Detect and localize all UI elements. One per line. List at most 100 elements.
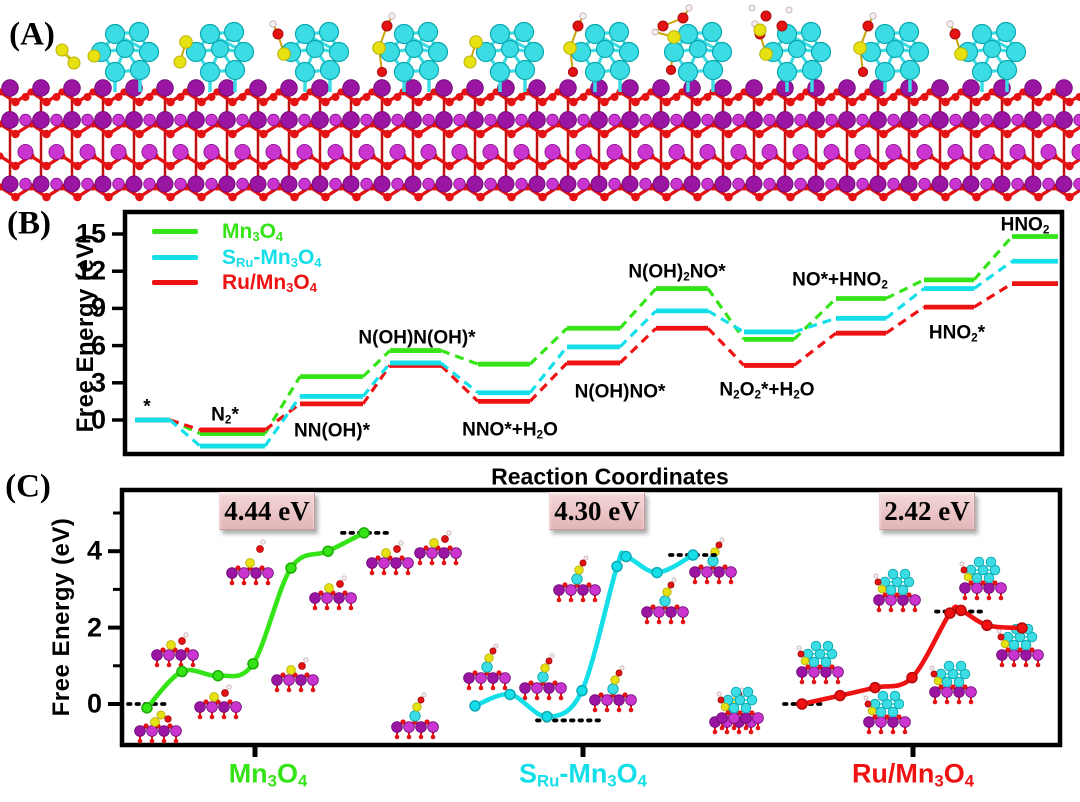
panel-b-state-label-10: HNO2 bbox=[1000, 214, 1050, 237]
ru-cluster bbox=[173, 21, 255, 92]
ru-cluster bbox=[751, 20, 832, 92]
ru-cluster bbox=[463, 21, 545, 92]
data-point bbox=[247, 658, 259, 670]
molecule-inset bbox=[226, 539, 274, 586]
data-point bbox=[285, 562, 297, 574]
data-point bbox=[944, 607, 956, 619]
molecule-inset bbox=[796, 640, 844, 685]
panel-b-series-1 bbox=[135, 258, 1058, 449]
panel-b-state-label-7: N2O2*+H2O bbox=[719, 379, 815, 402]
data-point bbox=[469, 700, 481, 712]
panel-c-category-1: SRu-Mn3O4 bbox=[519, 758, 647, 791]
panel-a-molecular-slab bbox=[0, 4, 1080, 202]
data-point bbox=[906, 671, 918, 684]
barrier-badge-mn3o4: 4.44 eV bbox=[219, 492, 315, 530]
data-point bbox=[620, 550, 632, 563]
panel-b-state-label-0: * bbox=[143, 396, 151, 418]
legend-swatch-2 bbox=[152, 280, 198, 285]
free-fragment bbox=[748, 4, 793, 37]
panel-b-state-label-4: NNO*+H2O bbox=[462, 419, 558, 442]
legend-label-0: Mn3O4 bbox=[222, 220, 284, 245]
molecule-inset bbox=[309, 575, 357, 611]
molecule-inset bbox=[959, 556, 1007, 601]
panel-b-ytick-12: 12 bbox=[75, 255, 106, 286]
data-point bbox=[651, 566, 663, 579]
panel-b-ytick-9: 9 bbox=[90, 292, 106, 323]
molecule-inset bbox=[391, 692, 439, 740]
panel-b-state-label-5: N(OH)NO* bbox=[574, 381, 666, 403]
data-point bbox=[869, 681, 881, 694]
molecule-inset bbox=[716, 686, 764, 731]
molecule-inset bbox=[366, 540, 414, 576]
data-point bbox=[834, 689, 846, 702]
panel-b-state-label-2: NN(OH)* bbox=[294, 420, 370, 442]
ru-cluster bbox=[853, 12, 930, 92]
ru-cluster bbox=[651, 4, 733, 92]
data-point bbox=[1016, 622, 1028, 634]
legend-label-2: Ru/Mn3O4 bbox=[222, 271, 317, 296]
data-point bbox=[796, 698, 808, 710]
molecule-inset bbox=[689, 537, 737, 585]
legend-swatch-0 bbox=[152, 229, 198, 234]
panel-c-label: (C) bbox=[5, 468, 51, 505]
panel-b-x-axis-title: Reaction Coordinates bbox=[491, 463, 729, 490]
legend-label-1: SRu-Mn3O4 bbox=[222, 246, 322, 271]
panel-c-ytick-2: 2 bbox=[86, 612, 102, 643]
ru-cluster bbox=[269, 20, 350, 92]
panel-c-ytick-4: 4 bbox=[86, 535, 102, 566]
molecule-inset bbox=[929, 660, 977, 705]
molecule-inset bbox=[463, 643, 511, 691]
data-point bbox=[687, 549, 699, 561]
data-point bbox=[955, 604, 967, 617]
molecule-inset bbox=[553, 555, 601, 603]
molecule-inset bbox=[134, 710, 182, 744]
panel-b-ytick-15: 15 bbox=[75, 218, 106, 249]
data-point bbox=[576, 684, 588, 697]
panel-b-state-label-3: N(OH)N(OH)* bbox=[358, 327, 476, 349]
panel-c-y-axis-title: Free Energy (eV) bbox=[48, 517, 75, 717]
panel-b-series-2 bbox=[135, 281, 1058, 433]
data-point bbox=[981, 619, 993, 632]
panel-b-state-label-8: NO*+HNO2 bbox=[792, 269, 888, 292]
ru-cluster bbox=[946, 20, 1027, 92]
molecule-inset bbox=[271, 657, 319, 693]
molecule-inset bbox=[589, 665, 637, 713]
panel-c-reaction-profiles bbox=[108, 487, 1063, 757]
barrier-badge-ru-mn3o4: 2.42 eV bbox=[879, 492, 975, 530]
panel-b-state-label-9: HNO2* bbox=[928, 322, 986, 345]
data-point bbox=[541, 710, 553, 723]
panel-c-category-2: Ru/Mn3O4 bbox=[851, 758, 975, 791]
panel-b-ytick-3: 3 bbox=[90, 367, 106, 398]
panel-c-category-0: Mn3O4 bbox=[228, 758, 308, 791]
data-point bbox=[176, 665, 188, 678]
data-point bbox=[504, 688, 516, 701]
panel-c-curve-2 bbox=[782, 604, 1028, 710]
panel-c-curve-1 bbox=[469, 549, 718, 723]
panel-b-energy-diagram bbox=[112, 209, 1065, 457]
panel-b-ytick-6: 6 bbox=[90, 330, 106, 361]
molecule-inset bbox=[414, 530, 462, 566]
free-dimer bbox=[55, 43, 81, 70]
legend-swatch-1 bbox=[152, 255, 198, 260]
molecule-inset bbox=[151, 632, 199, 668]
panel-c-curve-0 bbox=[126, 527, 394, 714]
ru-cluster bbox=[563, 12, 640, 92]
molecule-inset bbox=[873, 568, 921, 613]
panel-c-ytick-0: 0 bbox=[86, 688, 102, 719]
data-point bbox=[212, 669, 224, 682]
ru-cluster bbox=[372, 12, 449, 92]
molecule-inset bbox=[194, 684, 242, 720]
ru-cluster bbox=[87, 21, 160, 92]
data-point bbox=[141, 702, 153, 714]
molecule-inset bbox=[519, 653, 567, 701]
panel-b-state-label-6: N(OH)2NO* bbox=[628, 261, 726, 284]
panel-b-ytick-0: 0 bbox=[90, 404, 106, 435]
panel-b-state-label-1: N2* bbox=[211, 404, 239, 427]
panel-b-label: (B) bbox=[7, 205, 51, 242]
data-point bbox=[358, 527, 370, 539]
molecule-inset bbox=[641, 577, 689, 625]
panel-a-label: (A) bbox=[9, 16, 55, 53]
molecule-inset bbox=[863, 690, 911, 735]
